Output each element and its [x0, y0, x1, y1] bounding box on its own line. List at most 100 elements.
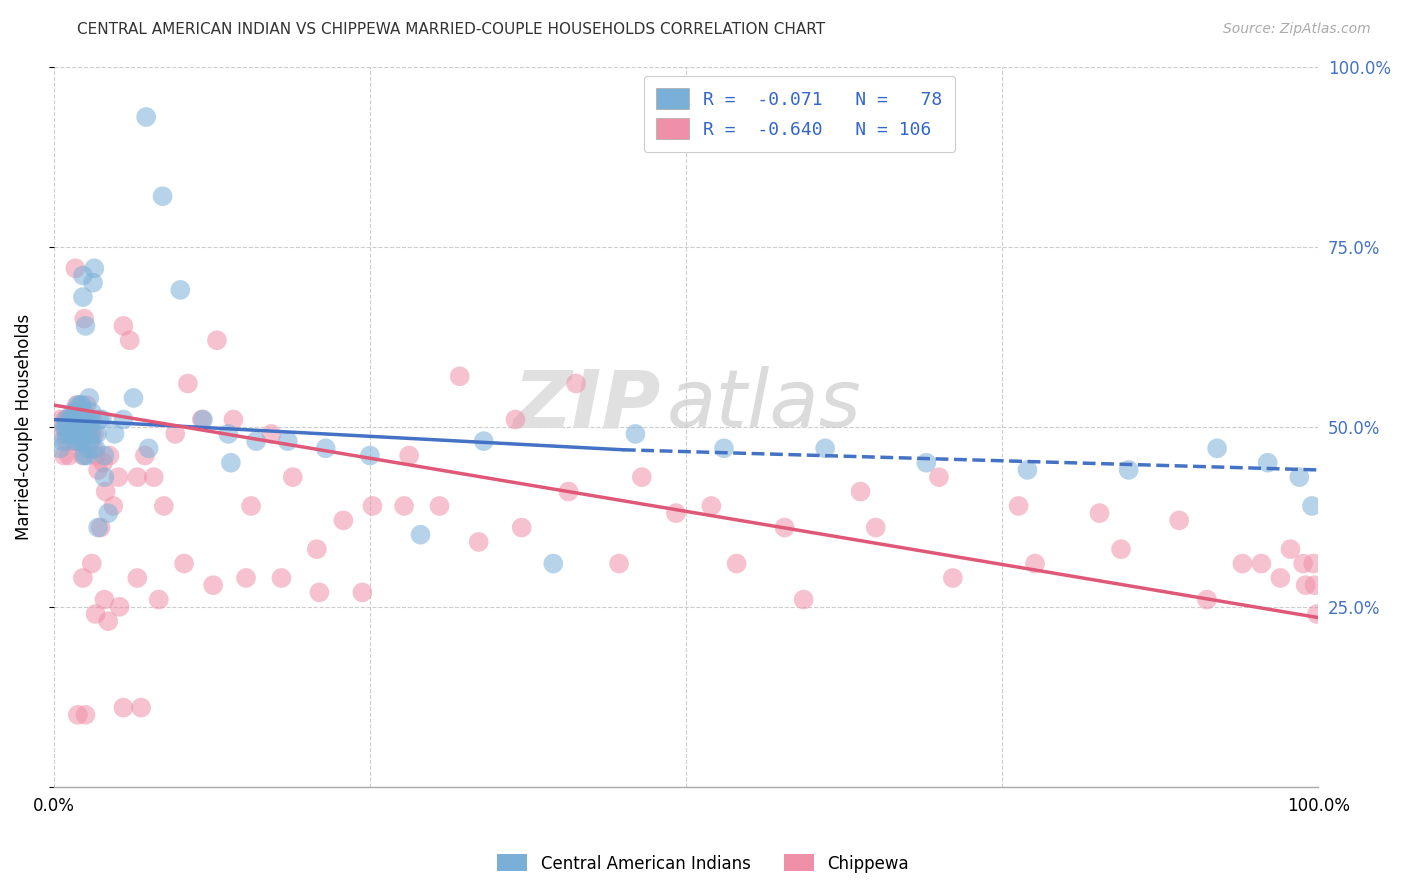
Point: [1301, 499, 1323, 513]
Point: [93, 449, 115, 463]
Point: [75, 426, 97, 441]
Point: [942, 571, 965, 585]
Point: [69, 426, 91, 441]
Point: [118, 333, 141, 347]
Point: [305, 542, 328, 557]
Point: [52, 419, 75, 434]
Point: [49, 412, 72, 426]
Point: [93, 470, 115, 484]
Point: [1295, 578, 1317, 592]
Point: [915, 456, 938, 470]
Point: [308, 585, 330, 599]
Point: [91, 456, 114, 470]
Point: [62, 405, 84, 419]
Point: [77, 391, 100, 405]
Point: [86, 426, 108, 441]
Point: [65, 261, 87, 276]
Text: CENTRAL AMERICAN INDIAN VS CHIPPEWA MARRIED-COUPLE HOUSEHOLDS CORRELATION CHART: CENTRAL AMERICAN INDIAN VS CHIPPEWA MARR…: [77, 22, 825, 37]
Point: [65, 419, 87, 434]
Point: [66, 426, 89, 441]
Point: [80, 426, 103, 441]
Point: [70, 398, 93, 412]
Point: [361, 499, 384, 513]
Point: [58, 449, 80, 463]
Point: [67, 426, 90, 441]
Point: [177, 376, 200, 391]
Point: [409, 528, 432, 542]
Point: [1270, 571, 1292, 585]
Point: [202, 578, 225, 592]
Point: [76, 412, 98, 426]
Point: [77, 419, 100, 434]
Point: [77, 412, 100, 426]
Point: [1257, 456, 1279, 470]
Point: [1288, 470, 1310, 484]
Point: [1007, 499, 1029, 513]
Point: [398, 449, 420, 463]
Point: [472, 434, 495, 449]
Point: [219, 456, 242, 470]
Point: [773, 520, 796, 534]
Point: [191, 412, 214, 426]
Point: [217, 426, 239, 441]
Point: [69, 412, 91, 426]
Point: [865, 520, 887, 534]
Point: [1168, 513, 1191, 527]
Point: [624, 426, 647, 441]
Point: [1306, 607, 1329, 621]
Point: [56, 419, 79, 434]
Point: [359, 449, 381, 463]
Point: [58, 426, 80, 441]
Point: [165, 426, 187, 441]
Point: [108, 599, 131, 614]
Point: [60, 419, 83, 434]
Point: [84, 442, 107, 456]
Point: [98, 449, 121, 463]
Point: [72, 449, 94, 463]
Point: [80, 412, 103, 426]
Point: [53, 419, 76, 434]
Point: [449, 369, 471, 384]
Point: [1088, 506, 1111, 520]
Point: [67, 412, 90, 426]
Point: [112, 412, 135, 426]
Point: [77, 426, 100, 441]
Point: [70, 434, 93, 449]
Point: [62, 412, 84, 426]
Point: [62, 426, 84, 441]
Point: [1024, 557, 1046, 571]
Point: [72, 268, 94, 283]
Point: [107, 470, 129, 484]
Point: [1250, 557, 1272, 571]
Point: [52, 449, 75, 463]
Point: [153, 499, 176, 513]
Point: [281, 470, 304, 484]
Point: [505, 412, 527, 426]
Point: [543, 557, 565, 571]
Point: [814, 442, 837, 456]
Point: [1195, 592, 1218, 607]
Point: [152, 189, 174, 203]
Point: [205, 333, 228, 347]
Point: [392, 499, 415, 513]
Point: [97, 506, 120, 520]
Point: [222, 412, 245, 426]
Point: [70, 434, 93, 449]
Point: [260, 426, 283, 441]
Point: [630, 470, 652, 484]
Point: [76, 449, 98, 463]
Point: [565, 376, 588, 391]
Point: [134, 449, 156, 463]
Point: [60, 426, 83, 441]
Point: [1303, 578, 1326, 592]
Point: [240, 499, 263, 513]
Point: [75, 318, 97, 333]
Point: [510, 520, 533, 534]
Point: [1109, 542, 1132, 557]
Point: [65, 434, 87, 449]
Point: [332, 513, 354, 527]
Point: [928, 470, 950, 484]
Point: [49, 442, 72, 456]
Point: [142, 470, 165, 484]
Point: [793, 592, 815, 607]
